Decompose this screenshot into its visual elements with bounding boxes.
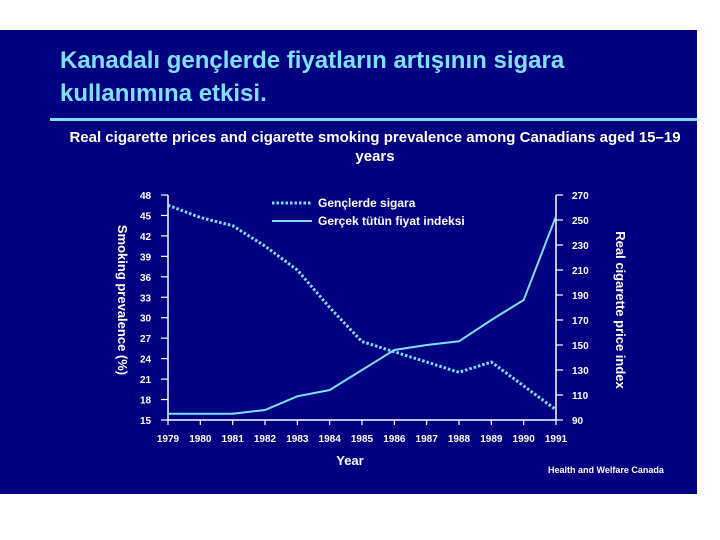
right-tick-label: 130 (572, 366, 589, 377)
right-axis-label: Real cigarette price index (613, 231, 628, 389)
x-axis-ticks: 1979 1980 1981 1982 1983 1984 1985 1986 1987 1988… (157, 420, 568, 445)
left-tick-label: 21 (140, 375, 152, 386)
x-tick-label: 1980 (189, 434, 212, 445)
left-axis-ticks: 48 45 42 39 36 33 30 27 24 21 18 15 (140, 191, 168, 427)
x-tick-label: 1991 (545, 434, 568, 445)
right-tick-label: 210 (572, 266, 589, 277)
left-axis-label: Smoking prevalence (%) (115, 225, 130, 375)
x-tick-label: 1981 (222, 434, 245, 445)
left-tick-label: 39 (140, 252, 152, 263)
left-tick-label: 48 (140, 191, 152, 202)
right-tick-label: 110 (572, 391, 589, 402)
chart-axes (167, 195, 557, 421)
right-tick-label: 170 (572, 316, 589, 327)
left-tick-label: 45 (140, 211, 152, 222)
x-tick-label: 1982 (254, 434, 277, 445)
chart-title: Real cigarette prices and cigarette smok… (69, 129, 681, 165)
left-tick-label: 27 (140, 334, 152, 345)
x-tick-label: 1984 (319, 434, 342, 445)
left-tick-label: 33 (140, 293, 152, 304)
slide-background (0, 30, 697, 494)
right-tick-label: 90 (572, 416, 584, 427)
left-tick-label: 24 (140, 355, 152, 366)
price-index-line (168, 215, 557, 415)
right-tick-label: 150 (572, 341, 589, 352)
title-divider (50, 118, 697, 121)
right-tick-label: 230 (572, 241, 589, 252)
legend-label: Gençlerde sigara (318, 196, 416, 210)
x-tick-label: 1985 (351, 434, 374, 445)
chart-series (167, 203, 557, 415)
right-tick-label: 250 (572, 216, 589, 227)
x-tick-label: 1988 (448, 434, 471, 445)
left-tick-label: 30 (140, 314, 152, 325)
left-tick-label: 18 (140, 396, 152, 407)
left-tick-label: 36 (140, 273, 152, 284)
prevalence-line (167, 203, 557, 412)
left-tick-label: 15 (140, 416, 152, 427)
x-tick-label: 1987 (416, 434, 439, 445)
x-axis-label: Year (336, 453, 363, 468)
x-tick-label: 1990 (513, 434, 536, 445)
right-tick-label: 190 (572, 291, 589, 302)
right-tick-label: 270 (572, 191, 589, 202)
x-tick-label: 1986 (383, 434, 406, 445)
x-tick-label: 1979 (157, 434, 180, 445)
x-tick-label: 1989 (480, 434, 503, 445)
source-credit: Health and Welfare Canada (548, 465, 664, 475)
left-tick-label: 42 (140, 232, 152, 243)
legend-label: Gerçek tütün fiyat indeksi (318, 214, 465, 228)
right-axis-ticks: 270 250 230 210 190 170 150 130 110 90 (556, 191, 589, 427)
slide-title: Kanadalı gençlerde fiyatların artışının … (60, 47, 565, 107)
chart-legend: Gençlerde sigara Gerçek tütün fiyat indek… (272, 196, 465, 228)
x-tick-label: 1983 (286, 434, 309, 445)
